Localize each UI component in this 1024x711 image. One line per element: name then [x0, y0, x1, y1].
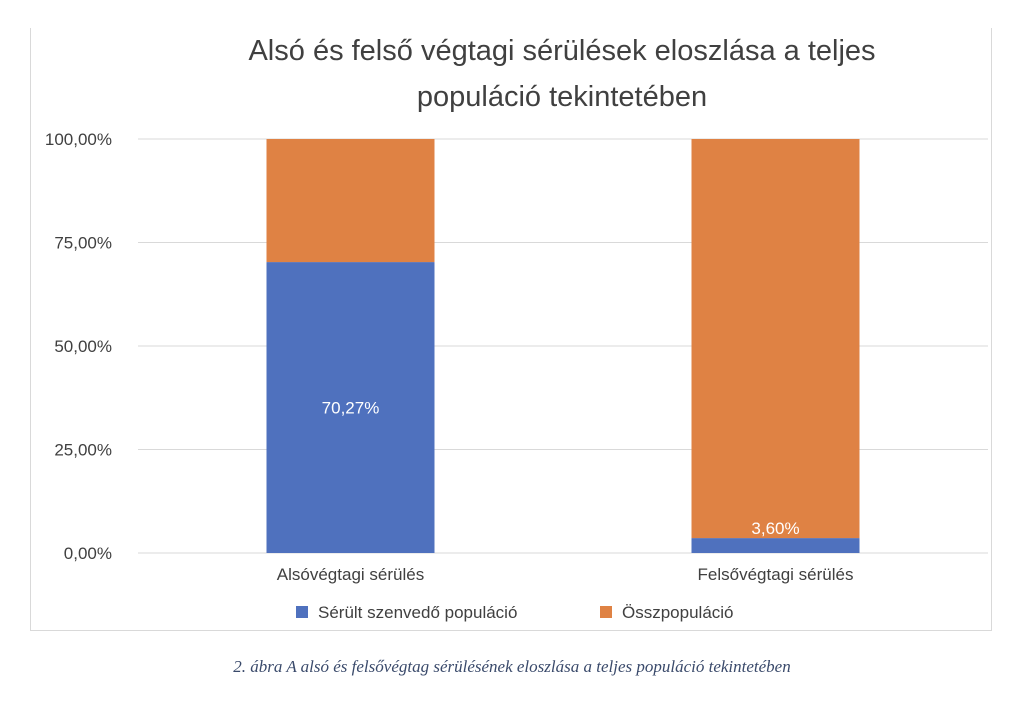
- y-tick-label: 100,00%: [45, 130, 112, 149]
- stacked-bar-chart: Alsó és felső végtagi sérülések eloszlás…: [45, 35, 988, 622]
- data-label: 70,27%: [322, 399, 380, 418]
- chart-title-line-2: populáció tekintetében: [417, 81, 707, 113]
- legend-swatch: [600, 606, 612, 618]
- legend-label: Összpopuláció: [622, 603, 734, 622]
- legend-label: Sérült szenvedő populáció: [318, 603, 517, 622]
- figure-caption: 2. ábra A alsó és felsővégtag sérüléséne…: [233, 657, 791, 676]
- chart-frame: [30, 28, 992, 631]
- bar-segment: [266, 262, 435, 553]
- chart-title-line-1: Alsó és felső végtagi sérülések eloszlás…: [248, 35, 875, 67]
- x-tick-label: Felsővégtagi sérülés: [698, 565, 854, 584]
- legend-swatch: [296, 606, 308, 618]
- bar-segment: [266, 139, 435, 263]
- y-tick-label: 0,00%: [64, 544, 112, 563]
- y-tick-label: 50,00%: [54, 337, 112, 356]
- x-tick-label: Alsóvégtagi sérülés: [277, 565, 424, 584]
- y-tick-label: 25,00%: [54, 441, 112, 460]
- data-label: 3,60%: [751, 519, 799, 538]
- bar-segment: [691, 139, 860, 539]
- y-tick-label: 75,00%: [54, 234, 112, 253]
- bar-segment: [691, 538, 860, 553]
